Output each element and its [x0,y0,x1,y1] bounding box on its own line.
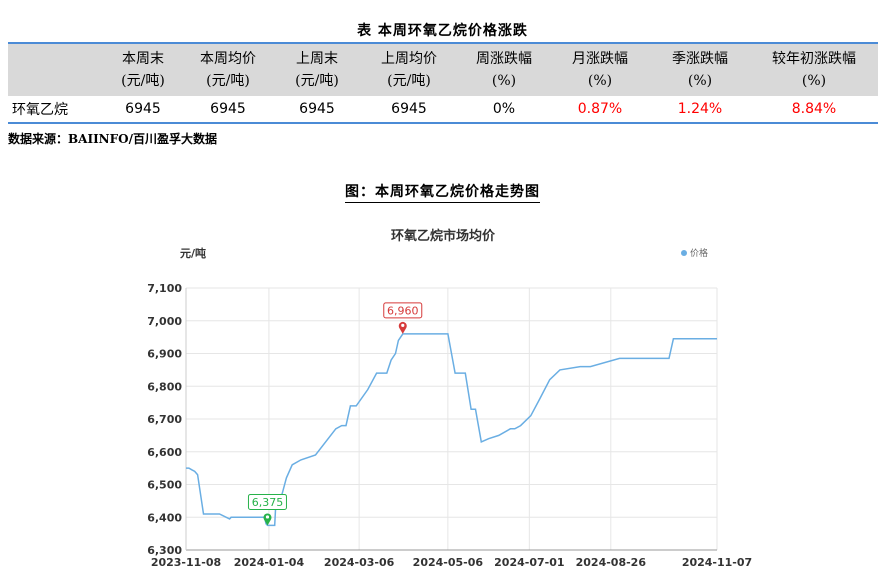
ytd-change-value: 8.84% [750,96,878,124]
x-tick-label: 2024-05-06 [413,556,484,569]
price-series-line [186,333,717,527]
header-this-week-avg: 本周均价 (元/吨) [200,51,256,89]
y-tick-label: 6,300 [147,544,182,557]
y-tick-label: 6,800 [147,380,182,393]
min-marker-pin-dot [265,515,270,519]
last-week-end-value: 6945 [274,96,360,124]
x-tick-label: 2024-08-26 [576,556,647,569]
y-tick-label: 7,100 [147,282,182,295]
header-monthly-change: 月涨跌幅 (%) [572,51,628,89]
chart-title: 环氧乙烷市场均价 [391,228,496,244]
table-header-row: 本周末 (元/吨) 本周均价 (元/吨) 上周末 (元/吨) 上周均价 (元/吨) 周涨… [8,43,878,96]
this-week-end-value: 6945 [104,96,182,124]
legend-marker [681,250,687,256]
figure-title-wrap: 图：本周环氧乙烷价格走势图 [0,181,885,203]
price-trend-chart: 环氧乙烷市场均价 元/吨 价格 6,300 6,400 6,500 6,600 6,70… [147,228,752,569]
x-tick-label: 2024-07-01 [494,556,564,569]
weekly-change-value: 0% [458,96,550,124]
x-tick-label: 2024-03-06 [324,556,395,569]
y-tick-label: 6,400 [147,511,182,524]
x-axis-ticks: 2023-11-08 2024-01-04 2024-03-06 2024-05-06… [151,556,752,569]
y-tick-label: 6,900 [147,348,182,361]
min-marker-pin [263,513,272,526]
legend-label[interactable]: 价格 [690,247,708,259]
x-tick-label: 2024-11-07 [682,556,752,569]
y-tick-label: 6,500 [147,479,182,492]
max-marker-label: 6,960 [387,304,419,317]
y-tick-label: 7,000 [147,315,182,328]
chart-grid [185,287,718,551]
this-week-avg-value: 6945 [182,96,274,124]
header-quarterly-change: 季涨跌幅 (%) [672,51,728,89]
chart-markers: 6,960 6,375 [247,302,423,526]
header-last-week-end: 上周末 (元/吨) [295,51,339,89]
y-axis-ticks: 6,300 6,400 6,500 6,600 6,700 6,800 6,900 7,000… [147,282,182,557]
data-source: 数据来源：BAIINFO/百川盈孚大数据 [8,132,218,146]
price-change-table: 本周末 (元/吨) 本周均价 (元/吨) 上周末 (元/吨) 上周均价 (元/吨) 周涨… [8,42,878,124]
y-tick-label: 6,600 [147,446,182,459]
header-name [8,43,104,96]
max-marker-pin [398,321,407,334]
y-axis-unit: 元/吨 [180,246,206,260]
min-marker-label: 6,375 [252,496,284,509]
header-this-week-end: 本周末 (元/吨) [121,51,165,89]
header-ytd-change: 较年初涨跌幅 (%) [772,51,856,89]
monthly-change-value: 0.87% [550,96,650,124]
x-tick-label: 2024-01-04 [234,556,305,569]
y-tick-label: 6,700 [147,413,182,426]
table-title: 表 本周环氧乙烷价格涨跌 [357,23,528,39]
last-week-avg-value: 6945 [360,96,458,124]
max-marker-label-box [383,302,423,319]
header-last-week-avg: 上周均价 (元/吨) [381,51,437,89]
quarterly-change-value: 1.24% [650,96,750,124]
table-row: 环氧乙烷 6945 6945 6945 6945 0% 0.87% 1.24% … [8,96,878,124]
product-name: 环氧乙烷 [8,96,104,124]
min-marker-label-box [247,493,287,510]
x-tick-label: 2023-11-08 [151,556,221,569]
header-weekly-change: 周涨跌幅 (%) [476,51,532,89]
max-marker-pin-dot [401,323,405,327]
figure-title: 图：本周环氧乙烷价格走势图 [345,184,540,203]
